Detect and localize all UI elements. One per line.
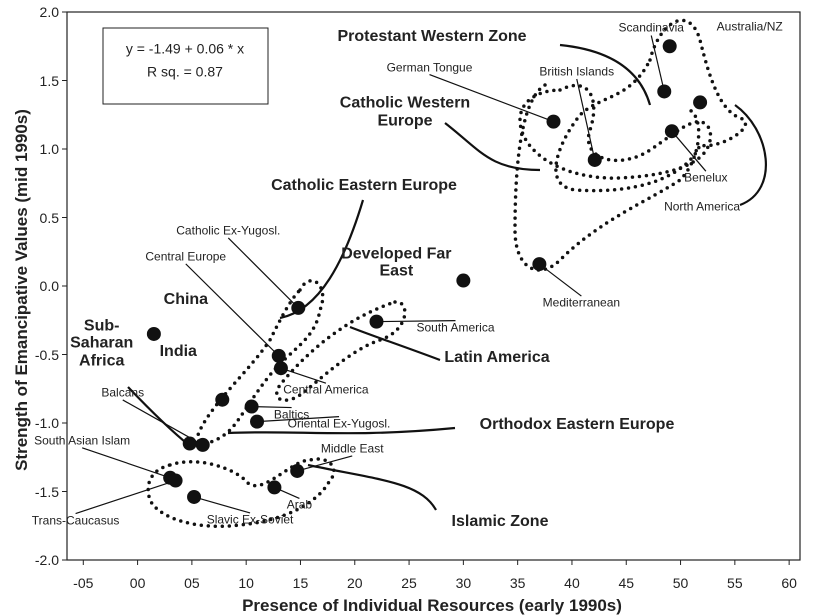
leader-line xyxy=(185,263,280,357)
point-label: North America xyxy=(664,199,741,214)
point-label: Catholic Ex-Yugosl. xyxy=(176,223,281,238)
point xyxy=(187,489,202,504)
x-tick-label: 40 xyxy=(564,575,580,591)
zone-label: Islamic Zone xyxy=(451,513,549,531)
leader-line xyxy=(539,263,582,297)
point-label: India xyxy=(159,342,197,360)
y-tick-label: -0.5 xyxy=(34,346,59,363)
y-tick-label: 2.0 xyxy=(39,4,59,20)
point xyxy=(662,39,677,54)
leader-line xyxy=(280,367,327,384)
x-tick-label: 55 xyxy=(727,575,743,591)
point-label: China xyxy=(163,291,209,309)
y-tick-label: 0.5 xyxy=(39,209,59,226)
leader-line xyxy=(227,237,299,309)
y-tick-label: -2.0 xyxy=(34,552,59,568)
point-label: Arab xyxy=(286,497,313,512)
leader-line xyxy=(576,78,596,161)
point xyxy=(182,436,197,451)
x-tick-label: 35 xyxy=(509,575,526,591)
y-tick-label: 0.0 xyxy=(39,278,59,294)
point-label: German Tongue xyxy=(386,60,473,74)
y-axis-title: Strength of Emancipative Values (mid 199… xyxy=(12,109,31,471)
equation-line: R sq. = 0.87 xyxy=(147,63,223,80)
point-label: Scandinavia xyxy=(618,20,684,35)
point xyxy=(168,473,183,488)
zone-label: Protestant Western Zone xyxy=(337,28,527,46)
point xyxy=(146,326,161,341)
point-label: British Islands xyxy=(539,64,615,79)
cluster-loops xyxy=(146,18,748,529)
point xyxy=(369,314,384,329)
point-label: Sub-Saharan Africa xyxy=(70,317,134,370)
point xyxy=(195,437,210,452)
point xyxy=(693,95,708,110)
point-label: Balcans xyxy=(101,385,145,400)
zone-lines xyxy=(127,43,767,511)
y-tick-label: 1.5 xyxy=(39,72,59,89)
point xyxy=(271,348,286,363)
point xyxy=(546,114,561,129)
point-label: Australia/NZ xyxy=(716,19,783,34)
y-tick-label: -1.0 xyxy=(34,415,59,431)
leader-line xyxy=(257,416,340,423)
point-label: Trans-Caucasus xyxy=(31,512,120,527)
leader-line xyxy=(75,479,176,515)
x-tick-label: 10 xyxy=(238,575,254,591)
point xyxy=(456,273,471,288)
point-label: Benelux xyxy=(684,170,728,185)
x-tick-label: 45 xyxy=(618,575,635,591)
zone-label: Catholic Western Europe xyxy=(339,94,471,129)
equation-line: y = -1.49 + 0.06 * x xyxy=(125,40,245,57)
x-tick-label: 30 xyxy=(455,575,472,591)
point xyxy=(291,300,306,315)
x-tick-label: 25 xyxy=(401,575,417,591)
zone-label: Orthodox Eastern Europe xyxy=(479,416,675,434)
point xyxy=(250,414,265,429)
y-tick-label: -1.5 xyxy=(34,483,59,500)
point xyxy=(244,399,259,414)
x-tick-label: 50 xyxy=(672,575,689,591)
point-label: Developed Far East xyxy=(341,244,452,280)
point xyxy=(664,124,679,139)
leader-line xyxy=(122,399,204,446)
point-label: Oriental Ex-Yugosl. xyxy=(287,416,391,431)
point xyxy=(273,361,288,376)
zone-label: Catholic Eastern Europe xyxy=(271,177,457,195)
point-label: Baltics xyxy=(273,406,310,421)
point-label: Middle East xyxy=(320,441,384,456)
point-label: Slavic Ex-Soviet xyxy=(206,512,294,527)
x-tick-label: 00 xyxy=(129,575,146,591)
x-axis-title: Presence of Individual Resources (early … xyxy=(242,596,622,615)
point-label: Central America xyxy=(283,382,369,397)
x-tick-label: 60 xyxy=(781,575,797,591)
point-label: South America xyxy=(416,320,495,335)
point xyxy=(532,257,547,272)
point-label: Central Europe xyxy=(145,249,227,264)
x-tick-label: 15 xyxy=(292,575,309,591)
point xyxy=(587,152,602,167)
point-label: South Asian Islam xyxy=(34,433,131,448)
x-tick-label: 05 xyxy=(184,575,200,591)
leader-line xyxy=(81,447,171,479)
x-tick-label: 20 xyxy=(346,575,363,591)
point xyxy=(657,84,672,99)
x-tick-label: -05 xyxy=(73,575,94,591)
point xyxy=(267,480,282,495)
leader-line xyxy=(650,35,665,92)
leader-line xyxy=(671,130,707,172)
leader-line xyxy=(376,320,456,323)
leader-line xyxy=(193,496,251,514)
leader-line xyxy=(429,74,554,123)
y-tick-label: 1.0 xyxy=(39,141,59,157)
equation-box xyxy=(102,27,269,105)
point xyxy=(215,392,230,407)
point xyxy=(290,463,305,478)
leader-line xyxy=(297,455,353,472)
zone-label: Latin America xyxy=(444,349,550,367)
point-label: Mediterranean xyxy=(542,295,621,310)
